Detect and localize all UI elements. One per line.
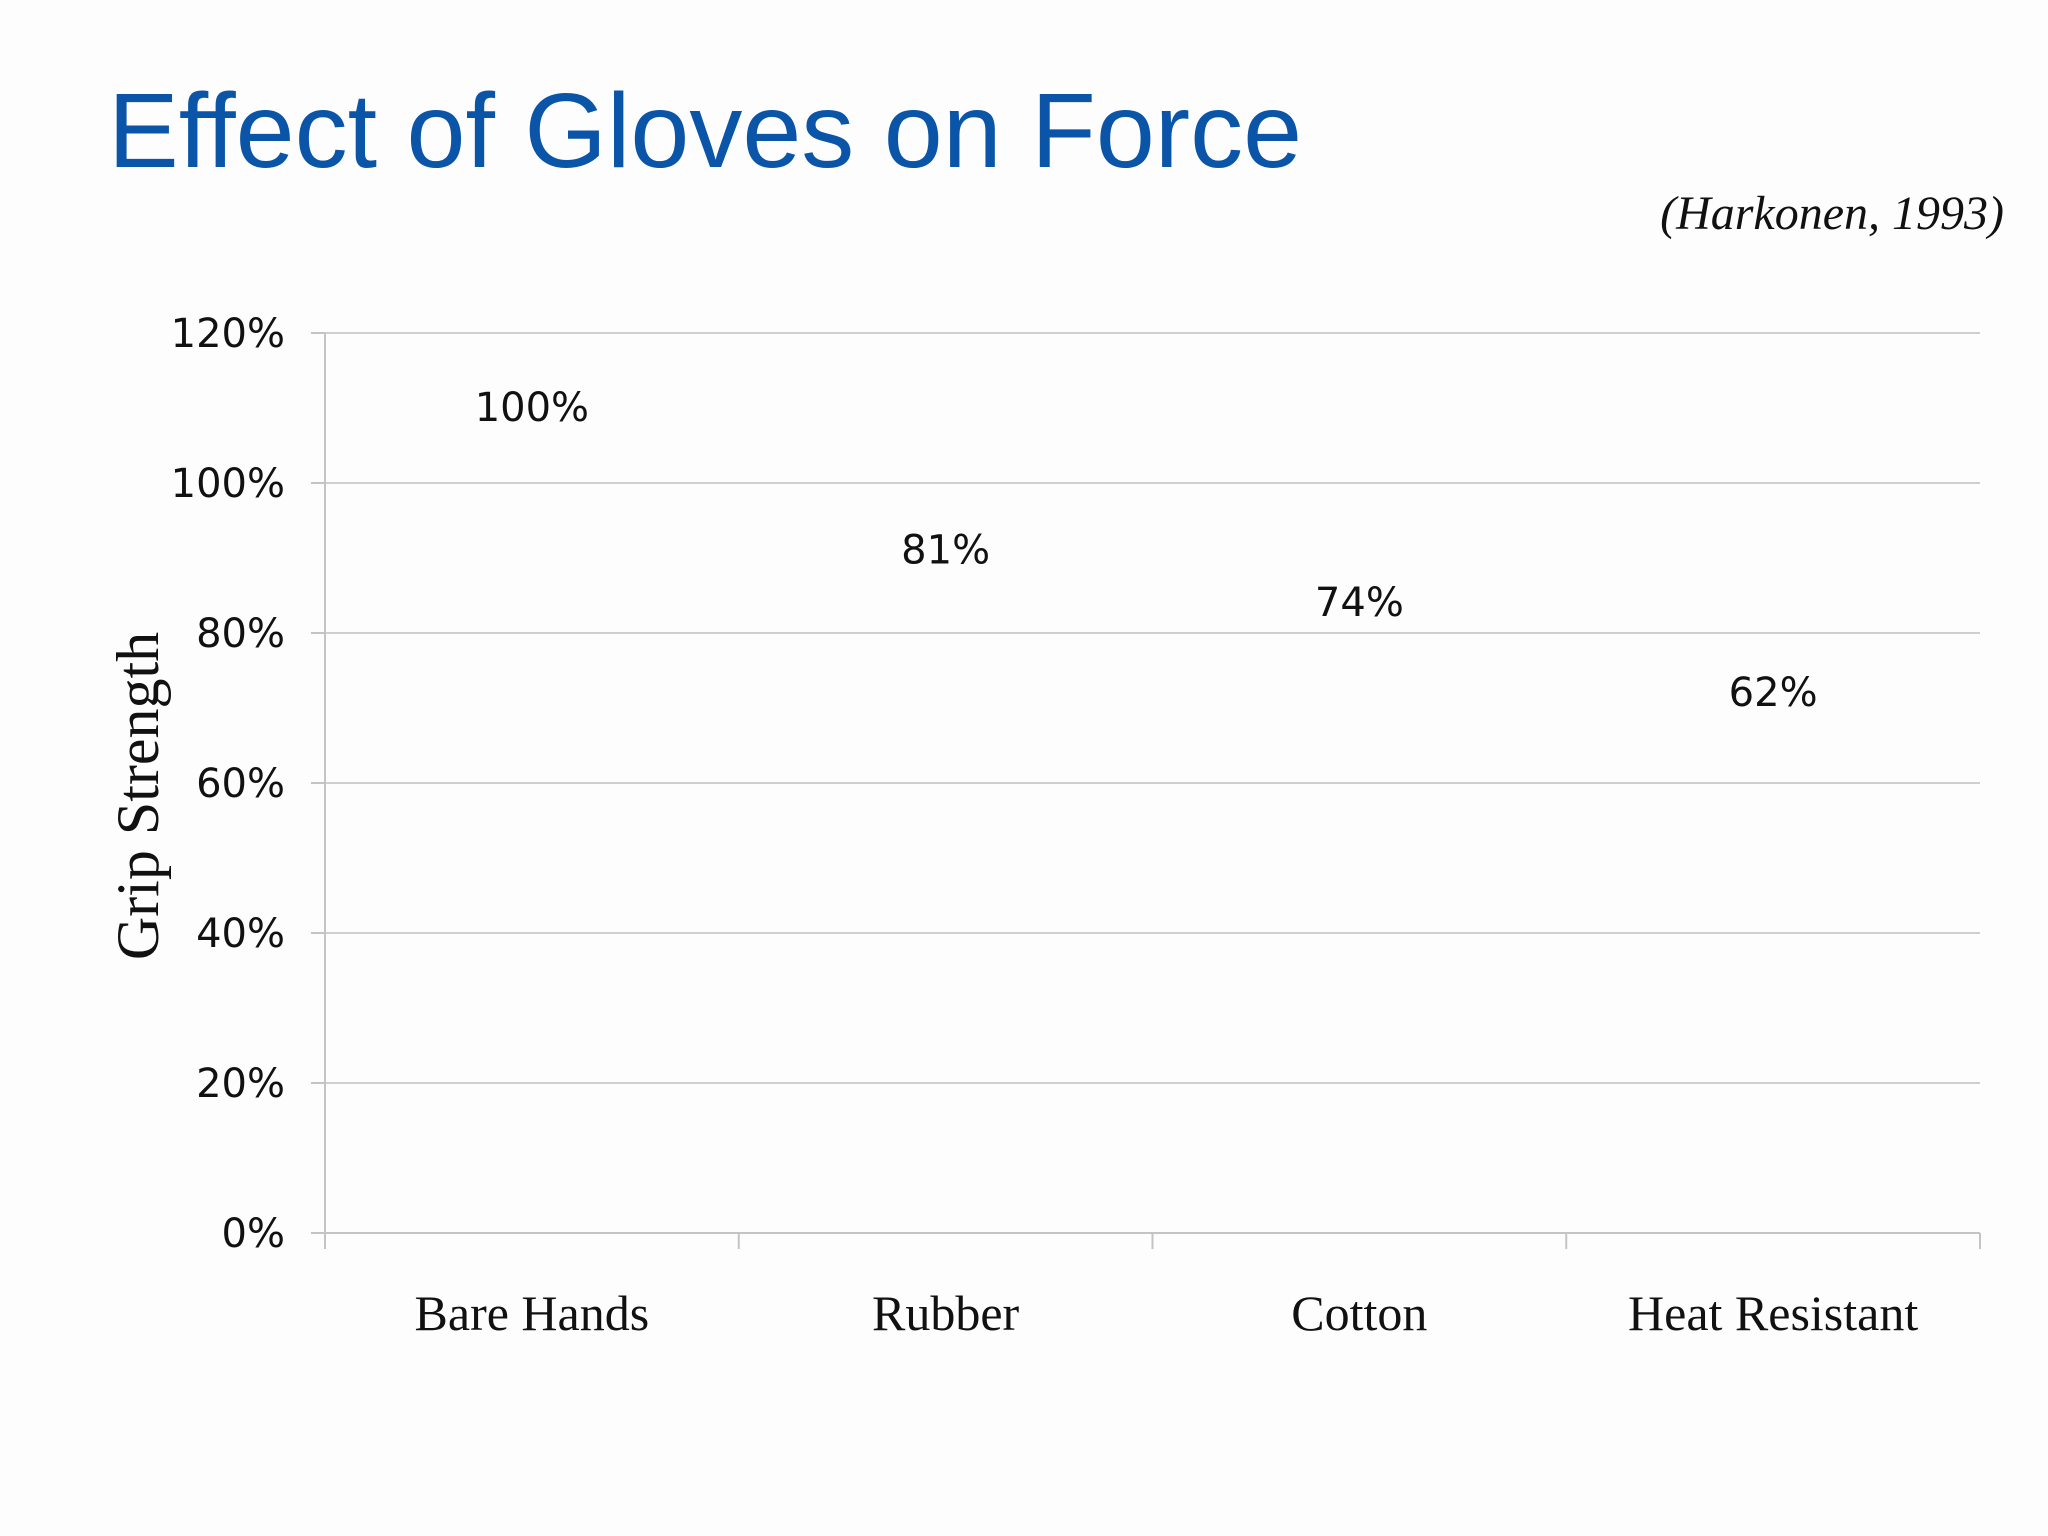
y-tick-labels: 0% 20% 40% 60% 80% 100% 120% (171, 311, 285, 1257)
bar (428, 483, 635, 1233)
bars (428, 483, 1876, 1233)
gridlines (325, 332, 1980, 1084)
data-label: 81% (901, 528, 990, 574)
bar (1256, 678, 1463, 1233)
category-labels: Bare Hands Rubber Cotton Heat Resistant (415, 1285, 1919, 1341)
y-tick-label: 40% (196, 911, 285, 957)
axes (311, 332, 1981, 1249)
citation: (Harkonen, 1993) (1660, 187, 2004, 240)
category-label: Cotton (1291, 1285, 1427, 1341)
y-tick-label: 80% (196, 611, 285, 657)
category-label: Rubber (872, 1285, 1020, 1341)
data-label: 100% (475, 385, 589, 431)
slide-title: Effect of Gloves on Force (108, 72, 1303, 190)
data-label: 74% (1315, 580, 1404, 626)
category-label: Bare Hands (415, 1285, 650, 1341)
category-label: Heat Resistant (1628, 1285, 1918, 1341)
data-labels: 100% 81% 74% 62% (475, 385, 1818, 716)
bar (1670, 768, 1877, 1233)
y-tick-label: 0% (222, 1211, 285, 1257)
data-label: 62% (1729, 670, 1818, 716)
bar (842, 626, 1049, 1234)
y-tick-label: 120% (171, 311, 285, 357)
y-axis-title: Grip Strength (105, 632, 171, 960)
y-tick-label: 60% (196, 761, 285, 807)
y-tick-label: 20% (196, 1061, 285, 1107)
y-tick-label: 100% (171, 461, 285, 507)
